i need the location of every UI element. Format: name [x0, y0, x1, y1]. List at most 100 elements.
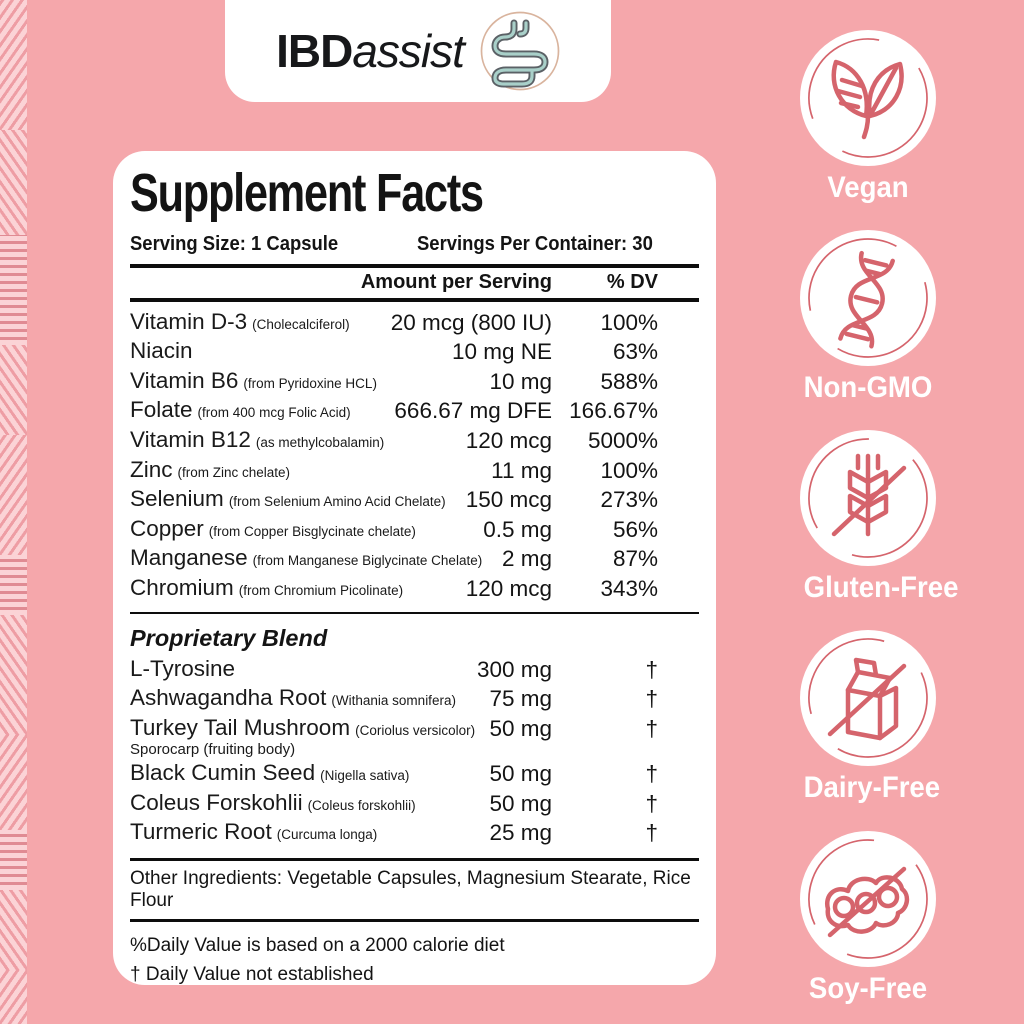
blend-amount: 300 mg — [476, 656, 552, 682]
blend-detail: (Curcuma longa) — [276, 827, 378, 843]
nutrient-name: Folate — [130, 397, 193, 423]
nutrient-dv: 100% — [600, 309, 658, 335]
leaf-icon — [800, 30, 936, 166]
proprietary-blend-title: Proprietary Blend — [130, 624, 328, 651]
nutrient-row: Folate (from 400 mcg Folic Acid) 666.67 m… — [130, 396, 699, 426]
divider-thick — [130, 263, 699, 268]
nutrient-dv: 343% — [600, 576, 658, 602]
brand-logo-card: IBDassist — [225, 0, 611, 102]
nutrient-detail: (Cholecalciferol) — [252, 316, 350, 332]
badge-vegan-label: Vegan — [827, 171, 909, 204]
divider-thin — [130, 611, 699, 614]
blend-row: Turmeric Root (Curcuma longa) 25 mg † — [130, 818, 699, 848]
nutrient-dv: 588% — [600, 368, 658, 394]
nutrient-detail: (from 400 mcg Folic Acid) — [197, 405, 351, 421]
badge-dairy-free: Dairy-Free — [798, 628, 941, 805]
supplement-facts-panel: Supplement Facts Serving Size: 1 Capsule… — [113, 151, 716, 985]
column-headers: Amount per Serving % DV — [130, 268, 699, 298]
blend-dv: † — [645, 716, 658, 741]
blend-name: Coleus Forskohlii — [130, 789, 303, 815]
serving-info: Serving Size: 1 Capsule Servings Per Con… — [130, 232, 699, 256]
brand-name: IBDassist — [276, 24, 465, 78]
nutrient-amount: 2 mg — [501, 546, 552, 572]
dna-icon — [800, 230, 936, 366]
nutrient-name: Copper — [130, 515, 204, 541]
blend-amount: 50 mg — [489, 761, 552, 786]
nutrient-dv: 273% — [600, 487, 658, 513]
nutrient-dv: 166.67% — [569, 398, 658, 424]
divider-medium — [130, 918, 699, 922]
nutrient-name: Zinc — [130, 456, 173, 482]
nutrient-amount: 120 mcg — [465, 576, 552, 602]
blend-dv: † — [645, 761, 658, 786]
badge-gluten-free: Gluten-Free — [798, 428, 959, 605]
nutrient-name: Manganese — [130, 545, 248, 571]
serving-size: Serving Size: 1 Capsule — [130, 231, 339, 255]
nutrient-name: Vitamin D-3 — [130, 308, 248, 334]
blend-row: Ashwagandha Root (Withania somnifera) 75 … — [130, 684, 699, 714]
nutrient-dv: 100% — [600, 457, 658, 483]
nutrient-row: Zinc (from Zinc chelate) 11 mg 100% — [130, 456, 699, 486]
other-ingredients: Other Ingredients: Vegetable Capsules, M… — [130, 867, 691, 911]
blend-detail: (Coriolus versicolor) — [355, 723, 476, 738]
badge-soy-free-label: Soy-Free — [808, 972, 928, 1005]
badge-gluten-free-label: Gluten-Free — [803, 571, 959, 604]
nutrient-name: Vitamin B6 — [130, 367, 239, 393]
nutrient-row: Chromium (from Chromium Picolinate) 120 m… — [130, 574, 699, 604]
nutrient-name: Selenium — [130, 486, 224, 512]
nutrient-detail: (from Manganese Biglycinate Chelate) — [252, 553, 483, 569]
blend-dv: † — [645, 656, 658, 682]
blend-detail: (Withania somnifera) — [331, 693, 456, 709]
panel-title: Supplement Facts — [130, 163, 484, 223]
nutrient-amount: 120 mcg — [465, 428, 552, 454]
blend-row: Black Cumin Seed (Nigella sativa) 50 mg † — [130, 759, 699, 789]
badge-non-gmo: Non-GMO — [798, 228, 938, 405]
blend-dv: † — [645, 820, 658, 846]
nutrient-dv: 87% — [612, 546, 658, 572]
blend-dv: † — [645, 686, 658, 712]
blend-dv: † — [645, 790, 658, 816]
nutrient-detail: (from Selenium Amino Acid Chelate) — [228, 494, 446, 510]
milk-carton-slash-icon — [800, 630, 936, 766]
badge-soy-free: Soy-Free — [798, 829, 938, 1006]
blend-amount: 25 mg — [489, 820, 552, 846]
blend-row: L-Tyrosine 300 mg † — [130, 655, 699, 685]
nutrient-amount: 666.67 mg DFE — [394, 398, 552, 424]
nutrient-detail: (from Zinc chelate) — [177, 464, 291, 480]
blend-detail: (Coleus forskohlii) — [307, 797, 416, 813]
wheat-slash-icon — [800, 430, 936, 566]
blend-detail: (Nigella sativa) — [320, 768, 410, 783]
nutrient-amount: 20 mcg (800 IU) — [390, 309, 552, 335]
divider-medium — [130, 857, 699, 861]
nutrient-row: Vitamin B6 (from Pyridoxine HCL) 10 mg 58… — [130, 367, 699, 397]
nutrient-dv: 56% — [612, 516, 658, 542]
nutrient-detail: (from Copper Bisglycinate chelate) — [208, 523, 416, 539]
blend-amount: 50 mg — [489, 716, 552, 741]
footnote-daily-value: %Daily Value is based on a 2000 calorie … — [130, 934, 505, 956]
blend-name: L-Tyrosine — [130, 655, 236, 681]
blend-name: Turkey Tail Mushroom — [130, 715, 351, 740]
badge-dairy-free-label: Dairy-Free — [803, 771, 941, 804]
blend-name: Ashwagandha Root — [130, 685, 327, 711]
nutrient-dv: 5000% — [587, 428, 658, 454]
nutrient-name: Niacin — [130, 338, 193, 364]
soybean-slash-icon — [800, 831, 936, 967]
decorative-pattern-strip — [0, 0, 27, 1024]
nutrient-row: Vitamin D-3 (Cholecalciferol) 20 mcg (800… — [130, 308, 699, 338]
brand-name-bold: IBD — [276, 25, 353, 77]
nutrient-table: Vitamin D-3 (Cholecalciferol) 20 mcg (800… — [130, 308, 699, 604]
nutrient-dv: 63% — [612, 339, 658, 365]
nutrient-row: Niacin 10 mg NE 63% — [130, 337, 699, 367]
nutrient-row: Vitamin B12 (as methylcobalamin) 120 mcg … — [130, 426, 699, 456]
blend-row: Turkey Tail Mushroom (Coriolus versicolor… — [130, 714, 699, 759]
brand-name-italic: assist — [352, 25, 465, 77]
divider-thick — [130, 297, 699, 302]
footnote-dagger: † Daily Value not established — [130, 964, 374, 986]
footnotes: %Daily Value is based on a 2000 calorie … — [130, 931, 699, 990]
intestine-icon — [480, 11, 560, 91]
blend-amount: 50 mg — [489, 790, 552, 816]
blend-name: Turmeric Root — [130, 819, 272, 845]
nutrient-row: Copper (from Copper Bisglycinate chelate)… — [130, 515, 699, 545]
badge-non-gmo-label: Non-GMO — [803, 371, 933, 404]
